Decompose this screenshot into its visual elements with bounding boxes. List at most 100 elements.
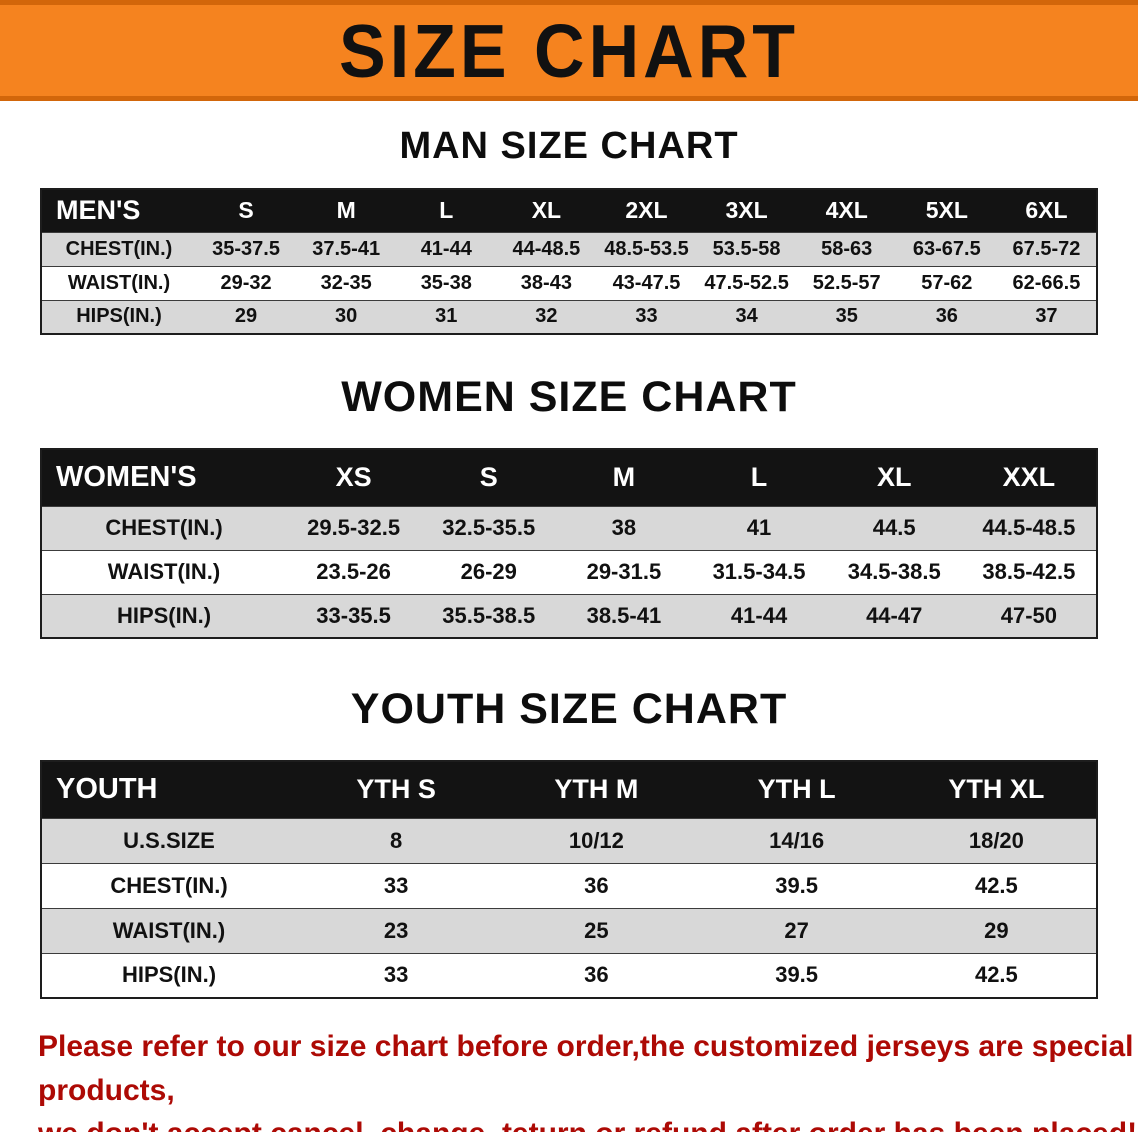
man-size-table: MEN'S S M L XL 2XL 3XL 4XL 5XL 6XL CHEST(IN.) 35-37… (40, 188, 1098, 335)
table-row: WAIST(IN.) 29-32 32-35 35-38 38-43 43-47.5 47.… (41, 266, 1097, 300)
table-cell: 44.5-48.5 (982, 515, 1076, 540)
table-row: WAIST(IN.) 23.5-26 26-29 29-31.5 31.5-34.5 34… (41, 550, 1097, 594)
table-cell: 25 (584, 917, 609, 943)
table-cell: 44-47 (866, 602, 923, 628)
table-row: WAIST(IN.) 23 25 27 29 (41, 908, 1097, 953)
table-cell: 44.5 (872, 515, 916, 540)
table-cell: 29-31.5 (586, 559, 662, 584)
table-cell: 67.5-72 (1012, 237, 1081, 260)
row-label: WAIST(IN.) (107, 559, 221, 584)
table-cell: 44-48.5 (512, 237, 581, 260)
table-cell: 34 (735, 305, 758, 328)
table-cell: 33 (383, 872, 409, 898)
table-cell: 33 (383, 962, 409, 988)
table-cell: 29-32 (220, 271, 272, 294)
row-label: HIPS(IN.) (76, 305, 162, 328)
table-cell: 32.5-35.5 (442, 515, 536, 540)
disclaimer-line-1: Please refer to our size chart before or… (38, 1030, 1134, 1107)
table-cell: 33-35.5 (316, 602, 391, 628)
table-cell: 38.5-41 (586, 602, 662, 628)
column-header: 2XL (596, 189, 697, 232)
table-cell: 52.5-57 (812, 271, 881, 294)
row-label: WAIST(IN.) (67, 271, 171, 294)
table-cell: 29 (984, 917, 1009, 943)
table-cell: 14/16 (769, 827, 825, 853)
column-header: L (691, 449, 827, 506)
table-cell: 48.5-53.5 (604, 237, 689, 260)
disclaimer-line-2: we don't accept cancel, change, teturn o… (38, 1112, 1138, 1132)
table-row: CHEST(IN.) 29.5-32.5 32.5-35.5 38 41 44.5 44.5… (41, 506, 1097, 550)
table-cell: 32 (535, 305, 558, 328)
row-label: CHEST(IN.) (65, 237, 173, 260)
column-header: S (421, 449, 557, 506)
column-header: 6XL (996, 189, 1097, 232)
table-corner-label: WOMEN'S (41, 449, 286, 506)
table-cell: 23 (383, 917, 409, 943)
table-cell: 39.5 (775, 962, 819, 988)
table-cell: 31.5-34.5 (712, 559, 806, 584)
table-header-row: WOMEN'S XS S M L XL XXL (41, 449, 1097, 506)
table-cell: 29 (234, 305, 258, 328)
table-corner-label: MEN'S (41, 189, 196, 232)
table-cell: 27 (784, 917, 809, 943)
table-cell: 36 (935, 305, 958, 328)
column-header: YTH S (296, 761, 497, 818)
table-cell: 35-38 (420, 271, 472, 294)
man-size-chart-section: MAN SIZE CHART MEN'S S M L XL 2XL 3XL 4XL 5XL 6XL… (0, 125, 1138, 335)
table-cell: 18/20 (968, 827, 1024, 853)
column-header: YTH XL (896, 761, 1097, 818)
row-label: CHEST(IN.) (110, 872, 228, 898)
column-header: XL (496, 189, 597, 232)
table-cell: 58-63 (821, 237, 873, 260)
table-cell: 36 (584, 872, 609, 898)
table-cell: 33 (635, 305, 658, 328)
column-header: M (556, 449, 692, 506)
table-cell: 30 (335, 305, 358, 328)
women-size-chart-heading: WOMEN SIZE CHART (341, 373, 797, 421)
table-cell: 38.5-42.5 (982, 559, 1076, 584)
row-label: CHEST(IN.) (105, 515, 223, 540)
row-label: WAIST(IN.) (112, 917, 226, 943)
table-cell: 36 (584, 962, 609, 988)
table-header-row: MEN'S S M L XL 2XL 3XL 4XL 5XL 6XL (41, 189, 1097, 232)
table-row: CHEST(IN.) 33 36 39.5 42.5 (41, 863, 1097, 908)
page-title: SIZE CHART (339, 8, 799, 93)
column-header: S (196, 189, 297, 232)
table-cell: 31 (435, 305, 458, 328)
youth-size-chart-section: YOUTH SIZE CHART YOUTH YTH S YTH M YTH L YTH… (0, 685, 1138, 999)
table-header-row: YOUTH YTH S YTH M YTH L YTH XL (41, 761, 1097, 818)
table-cell: 53.5-58 (712, 237, 781, 260)
table-cell: 62-66.5 (1012, 271, 1081, 294)
table-cell: 47-50 (1000, 602, 1058, 628)
table-row: CHEST(IN.) 35-37.5 37.5-41 41-44 44-48.5 48.5… (41, 232, 1097, 266)
row-label: HIPS(IN.) (116, 602, 212, 628)
table-cell: 57-62 (921, 271, 973, 294)
table-row: HIPS(IN.) 29 30 31 32 33 34 35 36 37 (41, 300, 1097, 334)
table-cell: 63-67.5 (912, 237, 981, 260)
youth-size-chart-heading: YOUTH SIZE CHART (350, 685, 788, 733)
table-cell: 38 (611, 515, 637, 540)
table-cell: 35.5-38.5 (442, 602, 536, 628)
table-cell: 35-37.5 (212, 237, 280, 260)
row-label: HIPS(IN.) (121, 962, 217, 988)
table-cell: 35 (835, 305, 858, 328)
table-row: HIPS(IN.) 33-35.5 35.5-38.5 38.5-41 41-44 44-… (41, 594, 1097, 638)
table-cell: 32-35 (320, 271, 372, 294)
disclaimer-note: Please refer to our size chart before or… (38, 1025, 1138, 1132)
table-cell: 10/12 (568, 827, 624, 853)
table-cell: 42.5 (974, 962, 1018, 988)
column-header: 3XL (696, 189, 797, 232)
column-header: XS (286, 449, 422, 506)
table-cell: 34.5-38.5 (847, 559, 941, 584)
man-size-chart-heading: MAN SIZE CHART (399, 125, 739, 167)
table-cell: 37 (1035, 305, 1058, 328)
table-cell: 41-44 (420, 237, 472, 260)
table-cell: 26-29 (460, 559, 517, 584)
column-header: L (396, 189, 497, 232)
table-cell: 38-43 (520, 271, 572, 294)
column-header: XL (826, 449, 962, 506)
table-cell: 23.5-26 (316, 559, 391, 584)
women-size-table: WOMEN'S XS S M L XL XXL CHEST(IN.) 29.5-32.5 32.5… (40, 448, 1098, 639)
table-cell: 47.5-52.5 (704, 271, 789, 294)
